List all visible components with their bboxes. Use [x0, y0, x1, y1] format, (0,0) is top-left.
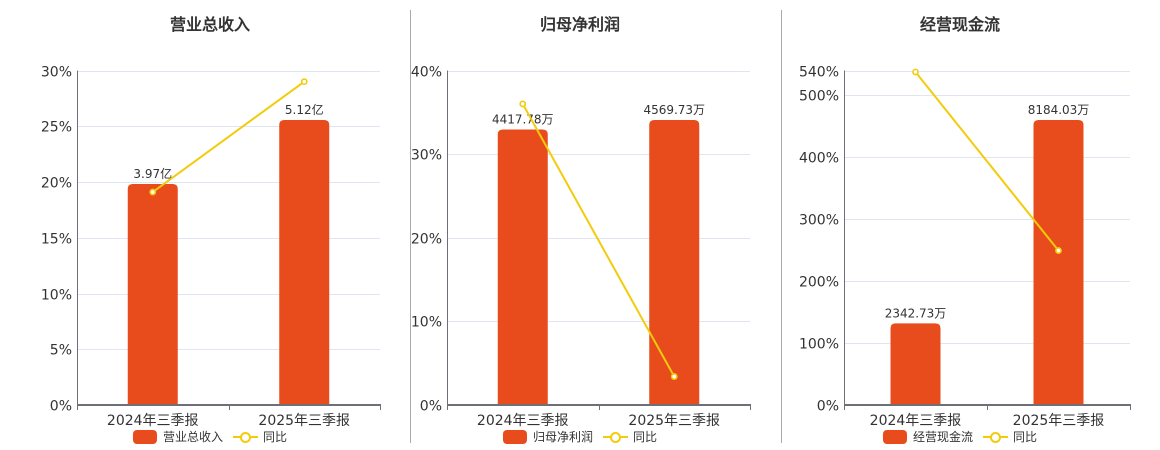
y-tick-label: 300%: [799, 213, 839, 229]
y-tick-label: 5%: [50, 343, 72, 359]
x-axis-category-label: 2025年三季报: [628, 413, 720, 429]
yoy-point-marker[interactable]: [149, 188, 157, 196]
bar-value-label: 2342.73万: [885, 306, 947, 320]
legend-item-operating-cashflow[interactable]: 经营现金流: [882, 430, 973, 444]
chart-plot-3: 0% 100% 200% 300% 400% 500% 540% 2342.73万 2024年三…: [799, 65, 1131, 429]
y-tick-label: 100%: [799, 337, 839, 353]
y-tick-label: 20%: [411, 232, 442, 248]
legend-label: 归母净利润: [532, 430, 593, 444]
yoy-point-marker[interactable]: [670, 373, 678, 380]
bar-swatch-icon: [132, 430, 157, 444]
legend-item-yoy[interactable]: 同比: [603, 430, 657, 444]
legend-label: 同比: [1013, 430, 1038, 444]
yoy-point-marker[interactable]: [300, 78, 308, 86]
legend-item-yoy[interactable]: 同比: [233, 430, 287, 444]
x-axis-category-label: 2024年三季报: [870, 413, 962, 429]
bar[interactable]: [279, 120, 330, 406]
legend-label: 营业总收入: [162, 430, 223, 444]
legend-label: 同比: [263, 430, 288, 444]
x-axis-category-label: 2025年三季报: [258, 413, 350, 429]
y-tick-label: 25%: [41, 120, 72, 136]
chart-legend-revenue: 营业总收入 同比: [132, 430, 287, 444]
bar[interactable]: [1033, 120, 1084, 406]
line-marker-icon: [983, 430, 1008, 444]
legend-item-net-profit[interactable]: 归母净利润: [502, 430, 593, 444]
bar-value-label: 5.12亿: [285, 102, 324, 117]
bar[interactable]: [649, 120, 700, 406]
bar[interactable]: [890, 323, 941, 405]
bar[interactable]: [127, 184, 178, 405]
bar-swatch-icon: [882, 430, 907, 444]
bar[interactable]: [497, 129, 548, 405]
y-tick-label: 500%: [799, 89, 839, 105]
legend-label: 同比: [633, 430, 658, 444]
legend-label: 经营现金流: [912, 430, 973, 444]
y-tick-label: 20%: [41, 176, 72, 192]
bar-swatch-icon: [502, 430, 527, 444]
chart-plot-1: 0% 5% 10% 15% 20% 25% 30% 3.97亿 2024年三季报 5.12亿 202…: [41, 65, 381, 429]
y-tick-label: 40%: [411, 65, 442, 81]
x-axis-category-label: 2025年三季报: [1013, 413, 1105, 429]
panel-divider: [410, 10, 411, 443]
yoy-point-marker[interactable]: [1055, 247, 1062, 254]
chart-plot-2: 0% 10% 20% 30% 40% 4417.78万 2024年三季报 4569.73万 20…: [411, 65, 751, 429]
bar-value-label: 4569.73万: [643, 103, 705, 117]
chart-legend-operating-cashflow: 经营现金流 同比: [882, 430, 1037, 444]
yoy-point-marker[interactable]: [912, 68, 919, 76]
line-marker-icon: [233, 430, 258, 444]
line-marker-icon: [603, 430, 628, 444]
legend-item-revenue[interactable]: 营业总收入: [132, 430, 223, 444]
bar-value-label: 8184.03万: [1028, 103, 1090, 117]
panel-divider: [781, 10, 782, 443]
yoy-line: [152, 80, 305, 193]
yoy-point-marker[interactable]: [519, 100, 527, 108]
yoy-line: [914, 71, 1060, 252]
y-tick-label: 30%: [411, 148, 442, 164]
y-tick-label: 10%: [41, 288, 72, 304]
bar-value-label: 4417.78万: [492, 112, 554, 126]
y-tick-label: 0%: [50, 399, 72, 415]
chart-title-operating-cashflow: 经营现金流: [919, 15, 1000, 34]
y-tick-label: 540%: [799, 65, 839, 81]
y-tick-label: 30%: [41, 65, 72, 81]
chart-legend-net-profit: 归母净利润 同比: [502, 430, 657, 444]
chart-title-revenue: 营业总收入: [169, 15, 250, 34]
legend-item-yoy[interactable]: 同比: [983, 430, 1037, 444]
y-tick-label: 200%: [799, 275, 839, 291]
yoy-line: [521, 103, 676, 378]
y-tick-label: 10%: [411, 315, 442, 331]
y-tick-label: 0%: [817, 399, 839, 415]
y-tick-label: 0%: [420, 399, 442, 415]
bar-value-label: 3.97亿: [133, 166, 172, 181]
x-axis-category-label: 2024年三季报: [477, 413, 569, 429]
y-tick-label: 15%: [41, 232, 72, 248]
chart-title-net-profit: 归母净利润: [539, 15, 620, 34]
y-tick-label: 400%: [799, 151, 839, 167]
x-axis-category-label: 2024年三季报: [107, 413, 199, 429]
